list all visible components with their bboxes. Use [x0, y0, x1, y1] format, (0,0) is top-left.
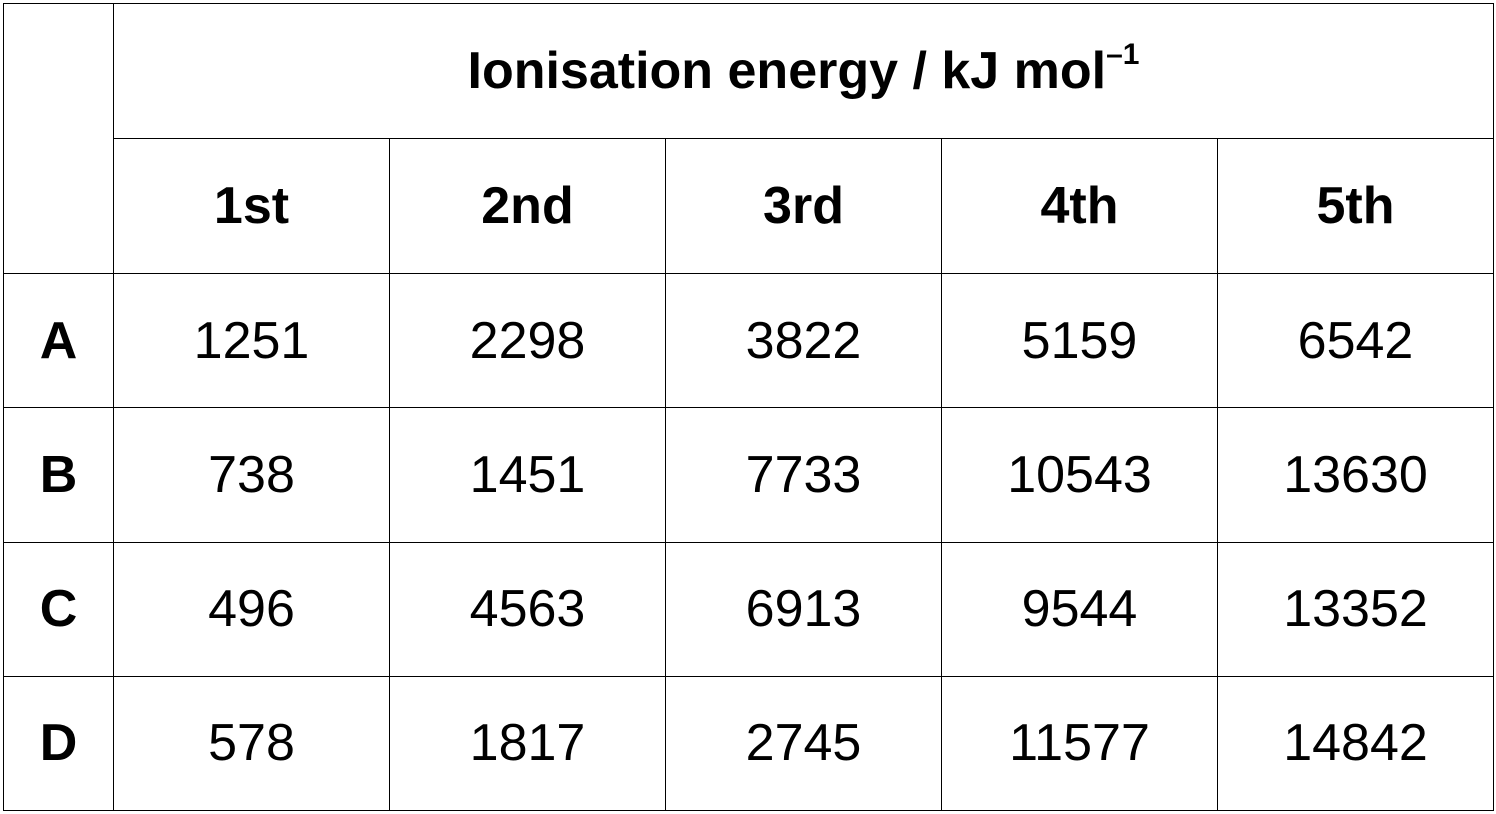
row-label-a: A [3, 272, 114, 409]
table-cell: 4563 [389, 541, 666, 677]
table-title-text: Ionisation energy / kJ mol [467, 42, 1107, 100]
table-row-c: C 496 4563 6913 9544 13352 [3, 541, 1495, 677]
table-cell: 7733 [665, 407, 942, 543]
table-title-superscript: –1 [1106, 37, 1140, 71]
table-cell: 14842 [1216, 675, 1495, 812]
table-cell: 10543 [941, 407, 1218, 543]
table-cell: 6913 [665, 541, 942, 677]
table-cell: 1251 [113, 272, 390, 409]
table-cell: 3822 [665, 272, 942, 409]
table-row-d: D 578 1817 2745 11577 14842 [3, 675, 1495, 812]
row-label-d: D [3, 675, 114, 812]
table-cell: 5159 [941, 272, 1218, 409]
column-header-2nd: 2nd [389, 138, 666, 274]
table-row-a: A 1251 2298 3822 5159 6542 [3, 272, 1495, 409]
table-cell: 13630 [1216, 407, 1495, 543]
column-header-4th: 4th [941, 138, 1218, 274]
table-cell: 13352 [1216, 541, 1495, 677]
table-cell: 496 [113, 541, 390, 677]
table-cell: 2298 [389, 272, 666, 409]
table-cell: 9544 [941, 541, 1218, 677]
row-label-c: C [3, 541, 114, 677]
column-header-5th: 5th [1216, 138, 1495, 274]
table-row-b: B 738 1451 7733 10543 13630 [3, 407, 1495, 543]
row-label-b: B [3, 407, 114, 543]
table-cell: 2745 [665, 675, 942, 812]
table-cell: 578 [113, 675, 390, 812]
table-cell: 1817 [389, 675, 666, 812]
table-cell: 1451 [389, 407, 666, 543]
table-title: Ionisation energy / kJ mol–1 [112, 3, 1495, 139]
ionisation-energy-table: Ionisation energy / kJ mol–1 1st 2nd 3rd… [3, 3, 1495, 812]
table-cell: 11577 [941, 675, 1218, 812]
corner-cell [3, 3, 114, 274]
column-header-3rd: 3rd [665, 138, 942, 274]
column-header-1st: 1st [113, 138, 390, 274]
table-cell: 6542 [1216, 272, 1495, 409]
table-cell: 738 [113, 407, 390, 543]
